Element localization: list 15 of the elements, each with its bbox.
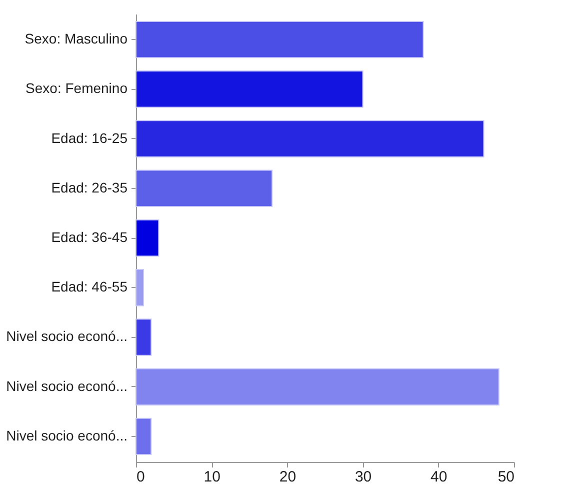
- y-tick-label: Nivel socio econó...: [6, 378, 128, 394]
- y-tick-label: Nivel socio econó...: [6, 427, 128, 444]
- x-tick-label: 30: [354, 468, 372, 486]
- x-tick-label: 20: [279, 468, 296, 486]
- x-tick-label: 50: [498, 468, 514, 486]
- y-tick-label: Edad: 16-25: [51, 130, 128, 146]
- x-tick-label: 0: [136, 468, 145, 486]
- y-tick-label: Edad: 46-55: [51, 278, 128, 295]
- y-tick-label: Edad: 36-45: [51, 229, 128, 245]
- y-tick-label: Sexo: Femenino: [26, 80, 128, 96]
- x-tick-label: 40: [430, 468, 448, 486]
- y-tick-label: Sexo: Masculino: [24, 30, 128, 47]
- y-tick-label: Edad: 26-35: [51, 179, 128, 196]
- y-tick-label: Nivel socio econó...: [6, 328, 128, 344]
- x-tick-label: 10: [204, 468, 220, 486]
